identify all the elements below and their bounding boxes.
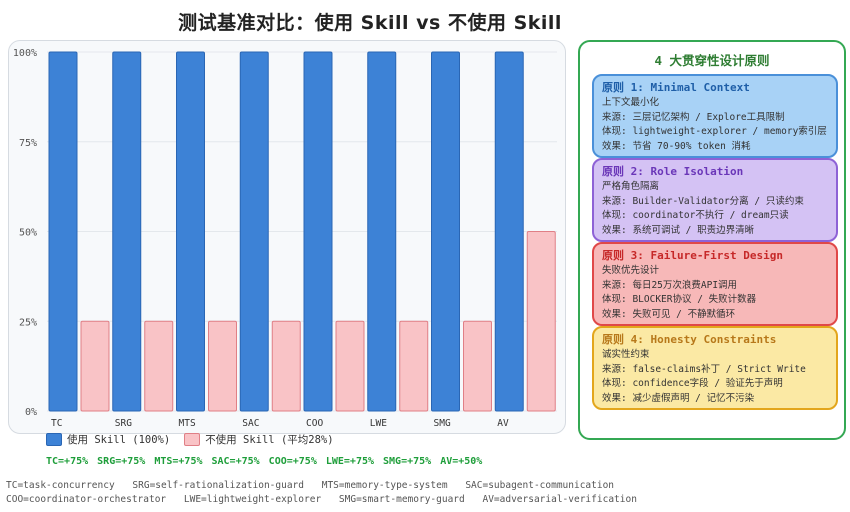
delta-coo: COO=+75% (268, 456, 317, 467)
x-tick-label: MTS (179, 418, 196, 429)
y-tick-label: 50% (19, 228, 37, 239)
x-tick-label: SAC (242, 418, 259, 429)
bar-without-skill (271, 320, 301, 412)
principle-2-subtitle: 严格角色隔离 (602, 181, 660, 192)
legend-swatch-with-skill (46, 433, 62, 446)
principle-3-effect: 效果: 失败可见 / 不静默循环 (602, 308, 736, 320)
delta-lwe: LWE=+75% (325, 456, 375, 467)
bar-chart: 0% 25% 50% 75% 100% TC SRG MTS SAC COO LWE SMG AV (13, 48, 557, 429)
footnote-sac: SAC=subagent-communication (465, 480, 615, 491)
delta-av: AV=+50% (440, 456, 483, 467)
principles-panel: 4 大贯穿性设计原则 原则 1: Minimal Context 上下文最小化 … (578, 40, 846, 440)
footnote-mts: MTS=memory-type-system (321, 480, 448, 491)
principle-2-source: 来源: Builder-Validator分离 / 只读约束 (602, 195, 804, 207)
principle-4-title: 原则 4: Honesty Constraints (602, 333, 777, 346)
legend-swatch-without-skill (184, 433, 201, 446)
legend-label-with-skill: 使用 Skill (100%) (67, 434, 171, 446)
delta-annotations: TC=+75% SRG=+75% MTS=+75% SAC=+75% COO=+… (46, 456, 482, 467)
principle-1-source: 来源: 三层记忆架构 / Explore工具限制 (602, 111, 785, 123)
x-tick-label: TC (51, 418, 62, 429)
delta-sac: SAC=+75% (211, 456, 260, 467)
x-tick-label: SRG (115, 418, 132, 429)
legend-item-without-skill: 不使用 Skill (平均28%) (184, 432, 334, 447)
bar-with-skill (367, 51, 397, 412)
principle-4-subtitle: 诚实性约束 (602, 349, 650, 360)
principles-title: 4 大贯穿性设计原则 (654, 53, 770, 68)
principle-2-title: 原则 2: Role Isolation (602, 165, 744, 178)
bar-without-skill (526, 231, 556, 412)
bar-with-skill (494, 51, 524, 412)
principle-3-subtitle: 失败优先设计 (602, 265, 660, 276)
delta-tc: TC=+75% (46, 456, 89, 467)
principle-1-embodiment: 体现: lightweight-explorer / memory索引层 (602, 126, 827, 137)
abbreviation-footnote-1: TC=task-concurrency SRG=self-rationaliza… (6, 480, 626, 491)
bar-with-skill (239, 51, 269, 412)
footnote-lwe: LWE=lightweight-explorer (183, 494, 322, 505)
bar-with-skill (431, 51, 460, 412)
footnote-coo: COO=coordinator-orchestrator (6, 494, 167, 505)
y-tick-label: 25% (19, 317, 37, 328)
footnote-tc: TC=task-concurrency (6, 480, 115, 491)
footnote-av: AV=adversarial-verification (482, 494, 637, 505)
principle-4-embodiment: 体现: confidence字段 / 验证先于声明 (602, 378, 783, 389)
delta-smg: SMG=+75% (383, 456, 432, 467)
x-tick-label: LWE (370, 418, 387, 429)
principle-4-source: 来源: false-claims补丁 / Strict Write (602, 363, 806, 375)
footnote-smg: SMG=smart-memory-guard (338, 494, 465, 505)
bar-with-skill (176, 51, 205, 412)
bar-without-skill (80, 320, 110, 412)
principle-card-2: 原则 2: Role Isolation 严格角色隔离 来源: Builder-… (592, 158, 838, 242)
principle-3-title: 原则 3: Failure-First Design (602, 249, 783, 262)
bar-without-skill (208, 320, 237, 412)
bar-without-skill (335, 320, 365, 412)
bar-without-skill (463, 320, 492, 412)
footnote-srg: SRG=self-rationalization-guard (132, 480, 304, 491)
x-tick-label: AV (497, 418, 509, 429)
delta-mts: MTS=+75% (154, 456, 203, 467)
delta-srg: SRG=+75% (97, 456, 146, 467)
y-tick-label: 75% (19, 138, 37, 149)
principle-3-embodiment: 体现: BLOCKER协议 / 失败计数器 (602, 294, 757, 305)
principle-card-1: 原则 1: Minimal Context 上下文最小化 来源: 三层记忆架构 … (592, 74, 838, 158)
bar-with-skill (303, 51, 333, 412)
chart-title: 测试基准对比：使用 Skill vs 不使用 Skill (178, 12, 562, 34)
y-tick-label: 0% (25, 407, 37, 418)
principle-card-4: 原则 4: Honesty Constraints 诚实性约束 来源: fals… (592, 326, 838, 410)
chart-panel: 0% 25% 50% 75% 100% TC SRG MTS SAC COO LWE SMG AV (8, 40, 566, 434)
legend-item-with-skill: 使用 Skill (100%) (46, 432, 170, 447)
principle-1-subtitle: 上下文最小化 (602, 97, 660, 108)
x-tick-label: SMG (434, 418, 451, 429)
principle-2-effect: 效果: 系统可调试 / 职责边界清晰 (602, 224, 755, 236)
principle-4-effect: 效果: 减少虚假声明 / 记忆不污染 (602, 392, 755, 404)
bar-without-skill (144, 320, 174, 412)
chart-legend: 使用 Skill (100%) 不使用 Skill (平均28%) (46, 432, 334, 447)
bar-with-skill (112, 51, 142, 412)
bar-without-skill (399, 320, 429, 412)
principle-card-3: 原则 3: Failure-First Design 失败优先设计 来源: 每日… (592, 242, 838, 326)
abbreviation-footnote-2: COO=coordinator-orchestrator LWE=lightwe… (6, 494, 649, 505)
legend-label-without-skill: 不使用 Skill (平均28%) (205, 434, 334, 446)
x-tick-label: COO (306, 418, 323, 429)
principle-2-embodiment: 体现: coordinator不执行 / dream只读 (602, 210, 789, 221)
bar-with-skill (48, 51, 78, 412)
principle-3-source: 来源: 每日25万次浪费API调用 (602, 279, 738, 291)
y-tick-label: 100% (13, 48, 37, 59)
principle-1-effect: 效果: 节省 70-90% token 消耗 (602, 140, 751, 152)
principle-1-title: 原则 1: Minimal Context (602, 81, 750, 94)
